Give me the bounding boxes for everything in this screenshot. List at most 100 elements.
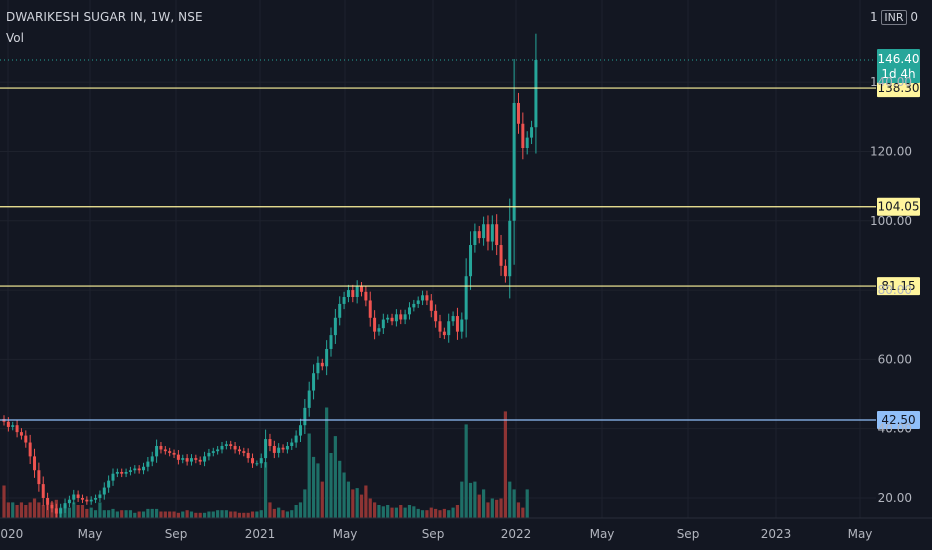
volume-bar [189, 511, 194, 518]
candle-body [251, 458, 255, 464]
volume-bar [508, 481, 512, 518]
volume-bar [394, 507, 398, 518]
candle-body [438, 321, 442, 332]
x-tick-label: Sep [165, 527, 188, 541]
volume-bar [80, 505, 85, 518]
candle-body [469, 245, 473, 277]
candle-body [434, 310, 438, 322]
volume-bar [460, 481, 464, 518]
candle-body [28, 442, 32, 457]
volume-bar [255, 511, 259, 518]
volume-bar [159, 511, 163, 518]
volume-bar [72, 502, 76, 518]
candle-body [473, 231, 477, 246]
candle-body [416, 300, 420, 304]
candle-body [425, 295, 429, 301]
volume-bar [451, 507, 455, 518]
candle-body [490, 224, 494, 242]
volume-bar [516, 502, 521, 518]
volume-bar [455, 505, 460, 518]
volume-bar [368, 498, 372, 518]
volume-bar [486, 502, 490, 518]
volume-bar [512, 489, 516, 518]
candle-body [229, 444, 233, 446]
currency-suffix: 0 [910, 10, 918, 24]
candle-body [329, 335, 333, 349]
candle-body [364, 291, 368, 301]
candle-body [521, 123, 525, 149]
candle-body [37, 470, 41, 485]
volume-bar [24, 505, 28, 518]
candle-body [80, 497, 84, 500]
volume-bar [290, 510, 294, 518]
volume-bar [15, 505, 19, 518]
candle-body [429, 300, 433, 311]
volume-bar [194, 512, 198, 518]
volume-bar [41, 505, 45, 518]
volume-bar [137, 511, 141, 518]
volume-bar [202, 512, 207, 518]
candle-body [346, 290, 350, 297]
volume-bar [359, 494, 364, 518]
candle-body [351, 290, 355, 297]
y-tick-label: 80.00 [878, 283, 912, 297]
volume-bar [420, 510, 425, 518]
volume-bar [168, 511, 172, 518]
x-tick-label: May [590, 527, 615, 541]
x-tick-label: 2022 [501, 527, 532, 541]
candle-body [185, 458, 189, 462]
candle-body [150, 456, 154, 462]
volume-bar [93, 510, 98, 518]
volume-bar [425, 510, 429, 518]
level-badge [877, 411, 920, 429]
volume-bar [381, 506, 385, 518]
volume-bar [325, 407, 329, 518]
candle-body [377, 328, 381, 332]
level-badge [877, 79, 920, 98]
volume-bar [124, 510, 128, 518]
volume-bar [464, 424, 468, 518]
x-tick-label: May [78, 527, 103, 541]
candle-body [394, 314, 398, 322]
volume-bar [155, 508, 159, 518]
candle-body [46, 497, 50, 505]
volume-bar [499, 498, 503, 518]
volume-bar [473, 481, 477, 518]
candle-body [259, 458, 263, 464]
candle-body [442, 331, 446, 336]
candle-body [338, 303, 342, 318]
volume-bar [333, 436, 337, 518]
volume-bar [268, 502, 272, 518]
volume-legend[interactable]: Vol [6, 31, 24, 45]
volume-bar [220, 510, 224, 518]
volume-bar [216, 510, 220, 518]
volume-bar [429, 507, 433, 518]
candle-body [277, 447, 281, 453]
candle-body [333, 317, 337, 336]
grid [0, 0, 876, 518]
candle-body [98, 494, 102, 498]
candle-body [264, 439, 268, 459]
candle-body [159, 445, 163, 450]
currency-selector[interactable]: 1 INR 0 [870, 10, 918, 25]
candle-body [285, 445, 289, 450]
volume-bar [32, 498, 37, 518]
symbol-title[interactable]: DWARIKESH SUGAR IN, 1W, NSE [6, 10, 203, 24]
candle-body [85, 499, 89, 502]
volume-bar [346, 481, 351, 518]
volume-bar [338, 460, 342, 518]
candle-body [124, 471, 128, 474]
candle-body [386, 317, 390, 320]
candle-body [168, 451, 172, 453]
x-tick-label: May [848, 527, 873, 541]
candle-body [11, 425, 15, 427]
candle-body [534, 60, 538, 128]
candle-body [246, 452, 250, 459]
volume-bar [468, 482, 473, 518]
candle-body [399, 314, 403, 320]
volume-bar [438, 510, 442, 518]
candle-body [499, 245, 503, 266]
